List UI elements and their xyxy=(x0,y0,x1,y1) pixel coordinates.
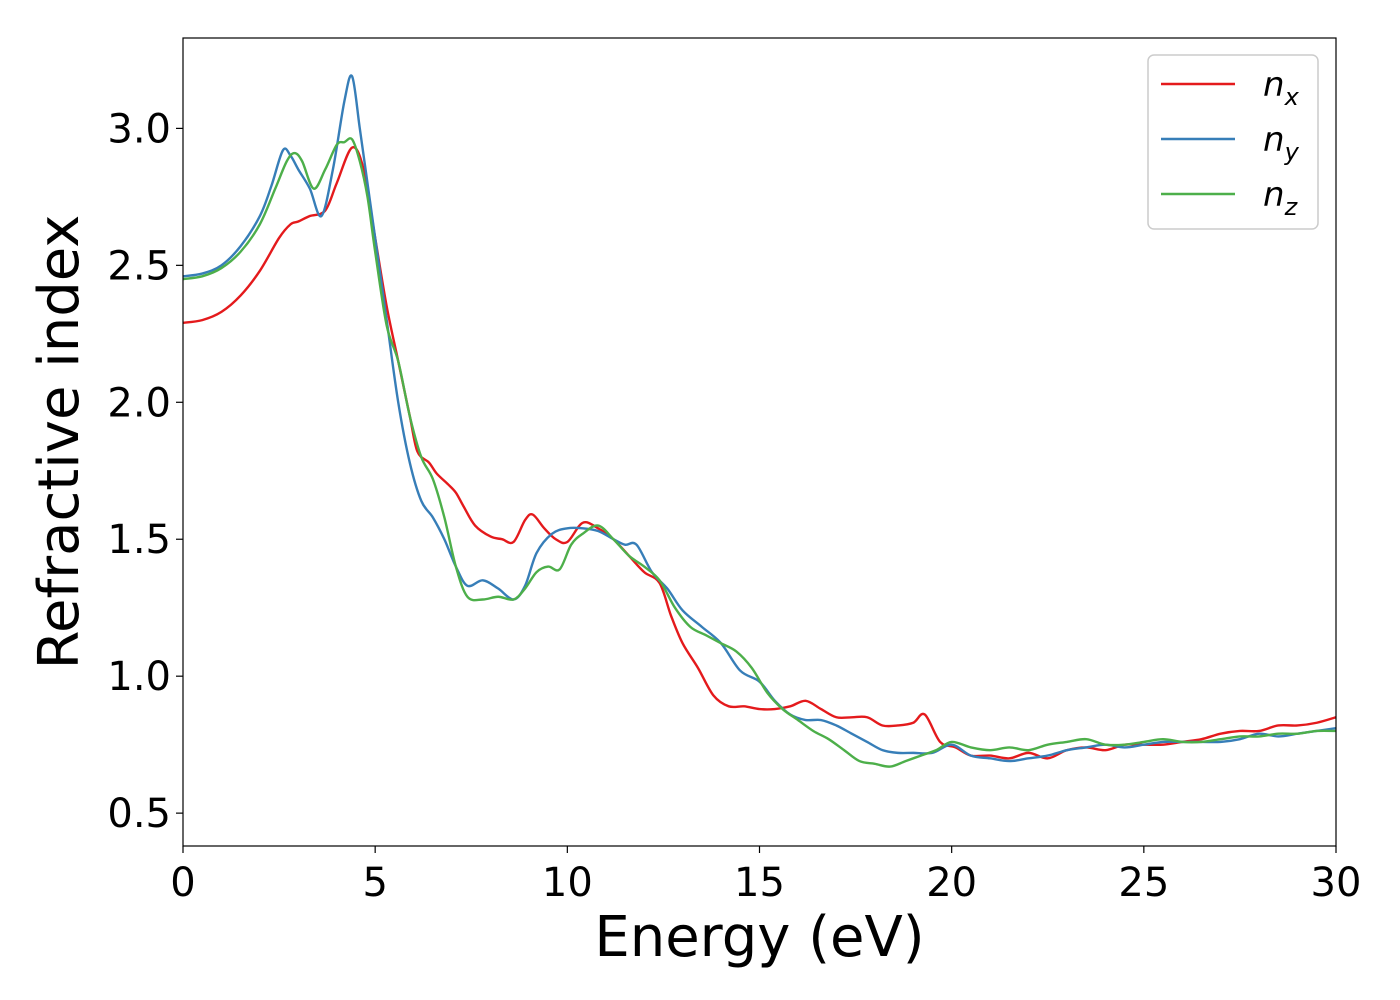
legend-label-y: ny xyxy=(1263,120,1300,166)
series-line-z xyxy=(183,137,1336,768)
y-axis-ticks: 0.5 1.0 1.5 2.0 2.5 3.0 xyxy=(107,106,183,837)
y-tick-label: 0.5 xyxy=(107,791,171,837)
legend-label-z: nz xyxy=(1263,175,1299,221)
legend-box xyxy=(1147,54,1319,230)
x-tick-label: 5 xyxy=(362,860,387,906)
x-axis-ticks: 0 5 10 15 20 25 30 xyxy=(170,846,1361,906)
y-tick-label: 3.0 xyxy=(107,106,171,152)
x-tick-label: 10 xyxy=(542,860,593,906)
legend-label-x: nx xyxy=(1263,65,1300,111)
x-tick-label: 30 xyxy=(1311,860,1362,906)
y-tick-label: 2.5 xyxy=(107,243,171,289)
x-tick-label: 0 xyxy=(170,860,195,906)
x-tick-label: 20 xyxy=(926,860,977,906)
x-tick-label: 25 xyxy=(1118,860,1169,906)
y-axis-title: Refractive index xyxy=(27,215,92,670)
y-tick-label: 1.5 xyxy=(107,517,171,563)
x-axis-title: Energy (eV) xyxy=(594,905,924,970)
series-layer xyxy=(183,74,1336,768)
y-tick-label: 1.0 xyxy=(107,654,171,700)
legend: nx ny nz xyxy=(1147,54,1319,230)
x-tick-label: 15 xyxy=(734,860,785,906)
y-tick-label: 2.0 xyxy=(107,380,171,426)
